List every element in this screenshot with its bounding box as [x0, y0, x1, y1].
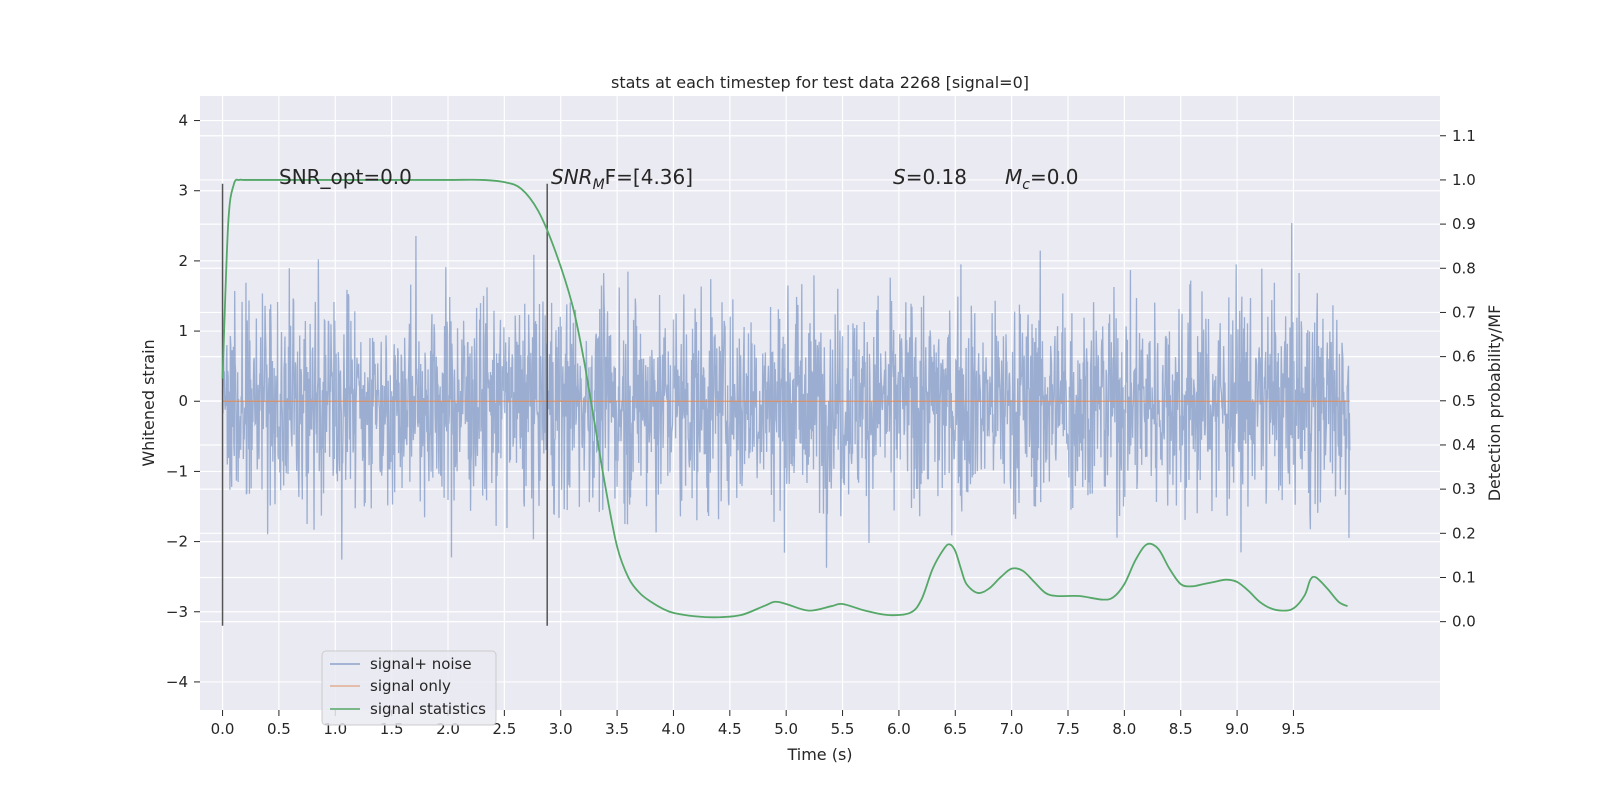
legend: signal+ noise signal only signal statist…: [321, 650, 497, 726]
x-axis-ticks: 0.0 0.5 1.0 1.5 2.0 2.5 3.0 3.5 4.0 4.5 5.0 5.5 6.0 6…: [211, 710, 1306, 738]
legend-box: [321, 650, 497, 726]
x-tick-label-13: 6.5: [943, 720, 967, 738]
x-tick-label-10: 5.0: [774, 720, 798, 738]
y-right-tick-label-11: 1.1: [1452, 127, 1476, 145]
x-tick-label-19: 9.5: [1282, 720, 1306, 738]
y-left-tick-label-7: 3: [178, 182, 188, 200]
x-tick-label-0: 0.0: [211, 720, 235, 738]
series-signal-statistics: [221, 178, 1348, 619]
annotation-snr-mf-rest: F=[4.36]: [605, 165, 693, 189]
series-signal-noise: [221, 222, 1351, 568]
y-left-axis-ticks: −4 −3 −2 −1 0 1 2 3 4: [166, 112, 200, 691]
annotation-snr-mf-main: SNR: [551, 165, 593, 189]
noise-trace: [221, 222, 1351, 568]
y-right-tick-label-4: 0.4: [1452, 436, 1476, 454]
legend-label-signal-only: signal only: [370, 677, 451, 695]
x-tick-label-16: 8.0: [1112, 720, 1136, 738]
y-left-axis-label: Whitened strain: [139, 339, 158, 466]
y-right-axis-ticks: 0.0 0.1 0.2 0.3 0.4 0.5 0.6 0.7 0.8 0.9 1.0 1.1: [1440, 127, 1476, 631]
y-right-tick-label-1: 0.1: [1452, 568, 1476, 586]
annotation-mc-sub: c: [1022, 177, 1030, 193]
x-tick-label-8: 4.0: [662, 720, 686, 738]
x-axis-label: Time (s): [786, 745, 852, 764]
annotation-mc-main: M: [1005, 165, 1022, 189]
chart-title: stats at each timestep for test data 226…: [611, 73, 1029, 92]
y-left-tick-label-8: 4: [178, 112, 188, 130]
x-tick-label-5: 2.5: [492, 720, 516, 738]
x-tick-label-18: 9.0: [1225, 720, 1249, 738]
vertical-markers: [221, 183, 548, 626]
y-right-axis-label: Detection probability/MF: [1485, 305, 1504, 502]
y-right-tick-label-0: 0.0: [1452, 613, 1476, 631]
y-left-tick-label-5: 1: [178, 322, 188, 340]
y-right-tick-label-10: 1.0: [1452, 171, 1476, 189]
x-tick-label-14: 7.0: [1000, 720, 1024, 738]
y-left-tick-label-6: 2: [178, 252, 188, 270]
x-tick-label-11: 5.5: [831, 720, 855, 738]
x-tick-label-7: 3.5: [605, 720, 629, 738]
signal-statistics-line: [221, 178, 1348, 619]
y-right-tick-label-6: 0.6: [1452, 348, 1476, 366]
annotation-s-rest: =0.18: [906, 165, 967, 189]
x-tick-label-1: 0.5: [267, 720, 291, 738]
annotation-mc: Mc=0.0: [1005, 165, 1079, 193]
y-right-tick-label-3: 0.3: [1452, 480, 1476, 498]
legend-label-signal-noise: signal+ noise: [370, 655, 472, 673]
annotation-snr-mf: SNRMF=[4.36]: [551, 165, 693, 193]
y-left-tick-label-4: 0: [178, 392, 188, 410]
x-tick-label-12: 6.0: [887, 720, 911, 738]
y-right-tick-label-9: 0.9: [1452, 215, 1476, 233]
x-tick-label-6: 3.0: [549, 720, 573, 738]
annotation-snr-opt: SNR_opt=0.0: [279, 165, 412, 189]
y-left-tick-label-1: −3: [166, 603, 188, 621]
y-left-tick-label-2: −2: [166, 533, 188, 551]
y-right-tick-label-8: 0.8: [1452, 259, 1476, 277]
x-tick-label-15: 7.5: [1056, 720, 1080, 738]
y-right-tick-label-5: 0.5: [1452, 392, 1476, 410]
annotation-s-main: S: [893, 165, 906, 189]
x-tick-label-9: 4.5: [718, 720, 742, 738]
annotation-s: S=0.18: [893, 165, 967, 189]
annotation-mc-rest: =0.0: [1030, 165, 1079, 189]
x-tick-label-17: 8.5: [1169, 720, 1193, 738]
y-right-tick-label-2: 0.2: [1452, 524, 1476, 542]
y-right-tick-label-7: 0.7: [1452, 303, 1476, 321]
y-left-tick-label-0: −4: [166, 673, 188, 691]
legend-label-signal-statistics: signal statistics: [370, 700, 486, 718]
y-left-tick-label-3: −1: [166, 462, 188, 480]
annotation-snr-mf-sub: M: [593, 177, 605, 193]
